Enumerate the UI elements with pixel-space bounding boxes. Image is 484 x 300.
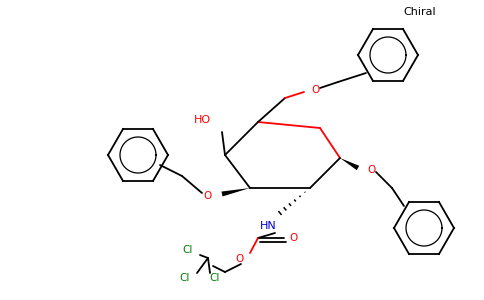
Text: O: O <box>236 254 244 264</box>
Text: O: O <box>203 191 211 201</box>
Text: HO: HO <box>194 115 211 125</box>
Polygon shape <box>340 158 359 170</box>
Text: O: O <box>290 233 298 243</box>
Text: HN: HN <box>259 221 276 231</box>
Polygon shape <box>222 188 250 196</box>
Text: O: O <box>311 85 319 95</box>
Text: Cl: Cl <box>183 245 193 255</box>
Text: Cl: Cl <box>210 273 220 283</box>
Text: O: O <box>367 165 375 175</box>
Text: Cl: Cl <box>180 273 190 283</box>
Text: Chiral: Chiral <box>404 7 436 17</box>
